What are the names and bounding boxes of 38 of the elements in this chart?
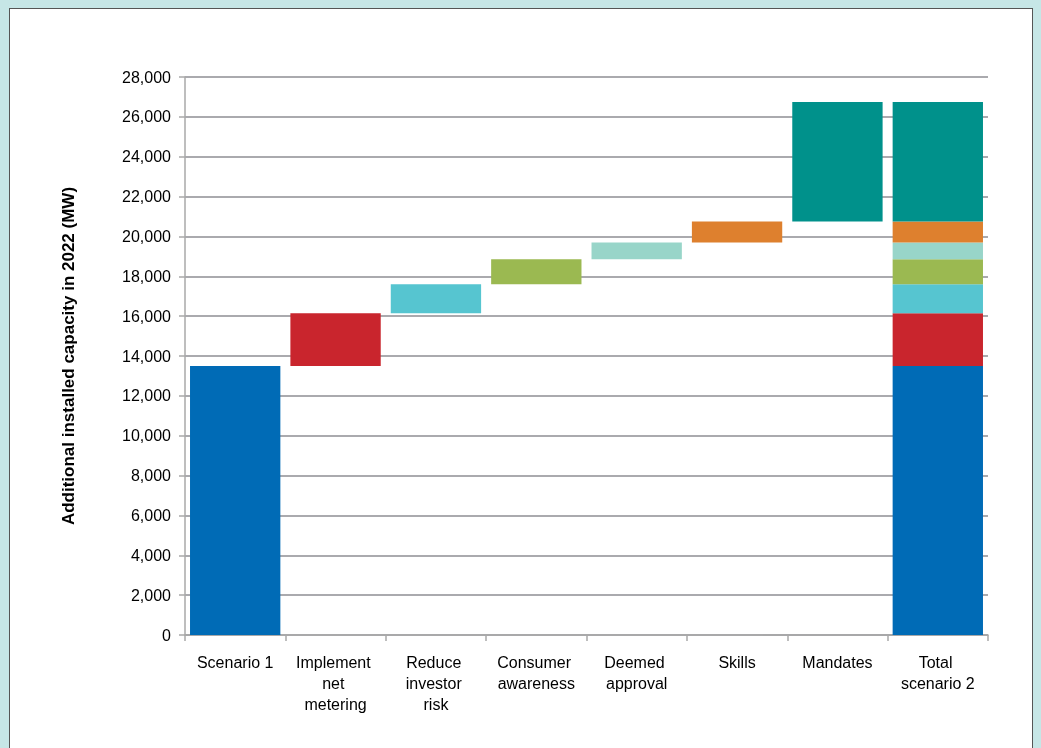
bar — [892, 259, 983, 285]
bar — [591, 242, 682, 260]
x-tick-label: Total scenario 2 — [900, 654, 975, 692]
x-tick-label: Deemed approval — [604, 654, 670, 692]
bar — [190, 365, 281, 635]
y-tick-label: 28,000 — [122, 68, 172, 86]
y-tick-label: 4,000 — [130, 546, 172, 564]
y-tick-label: 14,000 — [122, 347, 172, 365]
bar — [491, 259, 582, 285]
bar — [892, 101, 983, 222]
bar — [691, 221, 783, 243]
y-tick-label: 24,000 — [122, 148, 172, 166]
bar — [792, 101, 883, 222]
y-tick-label: 26,000 — [122, 108, 172, 126]
y-tick-label: 6,000 — [130, 506, 172, 524]
y-tick-label: 20,000 — [122, 227, 172, 245]
y-tick-label: 12,000 — [122, 387, 172, 405]
bar — [290, 313, 381, 366]
y-tick-label: 18,000 — [122, 267, 172, 285]
y-tick-label: 16,000 — [122, 307, 172, 325]
x-tick-label: Consumer awareness — [497, 654, 576, 692]
bar — [892, 313, 983, 366]
x-tick-label: Reduce investor risk — [405, 654, 467, 713]
y-tick-label: 0 — [162, 626, 172, 644]
x-tick-label: Scenario 1 — [196, 654, 274, 671]
bar — [390, 284, 482, 314]
bar — [892, 221, 983, 243]
y-tick-label: 2,000 — [130, 586, 172, 604]
x-tick-label: Skills — [718, 654, 756, 671]
bar — [892, 284, 983, 314]
y-tick-label: 8,000 — [130, 467, 172, 485]
y-tick-label: 22,000 — [122, 188, 172, 206]
y-tick-label: 10,000 — [122, 427, 172, 445]
x-tick-label: Mandates — [802, 654, 873, 671]
bar — [892, 242, 983, 260]
x-tick-label: Implement net metering — [295, 654, 376, 713]
bar — [892, 365, 983, 635]
y-axis-title: Additional installed capacity in 2022 (MW) — [59, 186, 78, 526]
